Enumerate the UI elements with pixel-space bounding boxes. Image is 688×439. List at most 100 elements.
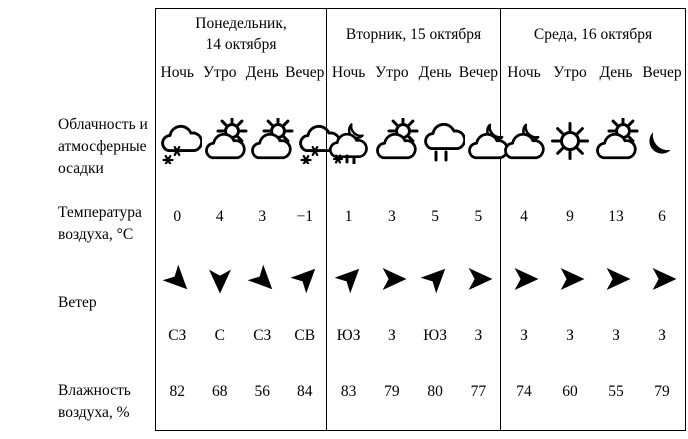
rain-cloud-icon xyxy=(419,87,465,195)
wind-direction-value: З xyxy=(658,327,666,344)
humidity-value: 74 xyxy=(516,382,532,400)
wind-row-label: Ветер xyxy=(58,292,97,314)
wind-arrows-row xyxy=(327,239,500,319)
sun-cloud-icon xyxy=(593,87,639,195)
wind-direction-value: СВ xyxy=(294,327,316,344)
wind-arrow-icon xyxy=(593,239,639,319)
time-of-day-label: День xyxy=(418,64,452,81)
humidity-row-label-line: Влажность xyxy=(58,382,131,399)
time-header-row: Ночь Утро День Вечер xyxy=(501,59,685,87)
day-title: Среда, 16 октября xyxy=(501,9,685,59)
wind-directions-row: СЗ С СЗ СВ xyxy=(156,319,326,353)
day-column: Среда, 16 октября Ночь Утро День Вечер 4 9 13… xyxy=(501,9,685,430)
temperature-row-label-line: Температура xyxy=(58,204,142,221)
sun-icon xyxy=(547,87,593,195)
temperature-value: −1 xyxy=(296,208,314,225)
sun-cloud-icon xyxy=(202,87,248,195)
clouds-row-label-line: атмосферные xyxy=(58,138,147,155)
wind-directions-row: ЮЗ З ЮЗ З xyxy=(327,319,500,353)
moon-icon xyxy=(639,87,685,195)
snow-cloud-icon xyxy=(294,87,340,195)
humidity-value: 79 xyxy=(654,382,670,400)
temperature-value: 1 xyxy=(344,208,353,225)
humidity-value: 77 xyxy=(470,382,487,400)
wind-arrows-row xyxy=(501,239,685,319)
wind-arrow-icon xyxy=(457,239,500,319)
humidity-row-label-line: воздуха, % xyxy=(58,404,130,421)
wind-arrow-icon xyxy=(547,239,593,319)
temperature-value: 4 xyxy=(520,208,528,225)
wind-arrow-icon xyxy=(414,239,457,319)
time-of-day-label: День xyxy=(599,64,633,81)
humidity-value: 60 xyxy=(562,382,578,400)
temperature-values-row: 0 4 3 −1 xyxy=(156,195,326,239)
humidity-value: 83 xyxy=(340,382,357,400)
day-title-line: Среда, 16 октября xyxy=(533,25,653,43)
wind-direction-value: З xyxy=(520,327,528,344)
wind-direction-value: З xyxy=(387,327,396,344)
day-title: Вторник, 15 октября xyxy=(327,9,500,59)
wind-direction-value: С xyxy=(214,327,225,344)
wind-direction-value: З xyxy=(474,327,483,344)
snow-cloud-icon xyxy=(156,87,202,195)
wind-direction-value: ЮЗ xyxy=(336,327,361,344)
temperature-row-label-line: воздуха, °C xyxy=(58,226,134,243)
humidity-value: 79 xyxy=(384,382,400,400)
time-of-day-label: Вечер xyxy=(285,64,325,81)
wind-arrow-icon xyxy=(241,239,284,319)
wind-arrows-row xyxy=(156,239,326,319)
time-of-day-label: Вечер xyxy=(642,64,682,81)
temperature-value: 9 xyxy=(566,208,574,225)
clouds-row-label-line: осадки xyxy=(58,160,104,177)
sun-cloud-icon xyxy=(373,87,419,195)
humidity-value: 82 xyxy=(169,382,186,400)
wind-arrow-icon xyxy=(156,239,199,319)
time-of-day-label: День xyxy=(245,64,279,81)
wind-row-label-line: Ветер xyxy=(58,294,97,311)
wind-arrow-icon xyxy=(501,239,547,319)
moon-cloud-snow-icon xyxy=(327,87,373,195)
time-of-day-label: Ночь xyxy=(507,64,541,81)
day-title: Понедельник, 14 октября xyxy=(156,9,326,59)
wind-arrow-icon xyxy=(284,239,327,319)
temperature-value: 5 xyxy=(474,208,483,225)
temperature-value: 6 xyxy=(658,208,666,225)
temperature-value: 3 xyxy=(388,208,396,225)
wind-direction-value: СЗ xyxy=(168,327,187,344)
humidity-values-row: 83 79 80 77 xyxy=(327,353,500,430)
wind-direction-value: З xyxy=(612,327,620,344)
humidity-value: 84 xyxy=(297,382,313,400)
wind-direction-value: СЗ xyxy=(253,327,272,344)
temperature-values-row: 1 3 5 5 xyxy=(327,195,500,239)
wind-arrow-icon xyxy=(639,239,685,319)
wind-direction-value: З xyxy=(566,327,574,344)
temperature-value: 13 xyxy=(608,208,624,225)
day-column: Вторник, 15 октября Ночь Утро День Вечер 1 3… xyxy=(326,9,509,430)
day-column: Понедельник, 14 октября Ночь Утро День Вечер… xyxy=(156,9,340,430)
temperature-value: 3 xyxy=(258,208,267,225)
humidity-values-row: 74 60 55 79 xyxy=(501,353,685,430)
wind-arrow-icon xyxy=(370,239,413,319)
humidity-values-row: 82 68 56 84 xyxy=(156,353,326,430)
weather-icons-row xyxy=(156,87,340,195)
wind-direction-value: ЮЗ xyxy=(423,327,447,344)
day-title-line: Вторник, 15 октября xyxy=(345,25,482,43)
time-of-day-label: Утро xyxy=(203,64,237,81)
time-of-day-label: Ночь xyxy=(331,64,366,81)
temperature-value: 5 xyxy=(431,208,439,225)
temperature-row-label: Температура воздуха, °C xyxy=(58,202,142,246)
day-title-line: 14 октября xyxy=(205,36,277,53)
time-of-day-label: Ночь xyxy=(160,64,194,81)
time-of-day-label: Утро xyxy=(553,64,587,81)
temperature-value: 0 xyxy=(173,208,182,225)
weather-icons-row xyxy=(501,87,685,195)
day-title-line: Понедельник, xyxy=(195,15,287,32)
time-of-day-label: Утро xyxy=(375,64,409,81)
wind-arrow-icon xyxy=(327,239,370,319)
weather-table: Понедельник, 14 октября Ночь Утро День Вечер… xyxy=(155,8,686,431)
clouds-row-label: Облачность и атмосферные осадки xyxy=(58,114,148,180)
humidity-row-label: Влажность воздуха, % xyxy=(58,380,131,424)
humidity-value: 80 xyxy=(427,382,443,400)
